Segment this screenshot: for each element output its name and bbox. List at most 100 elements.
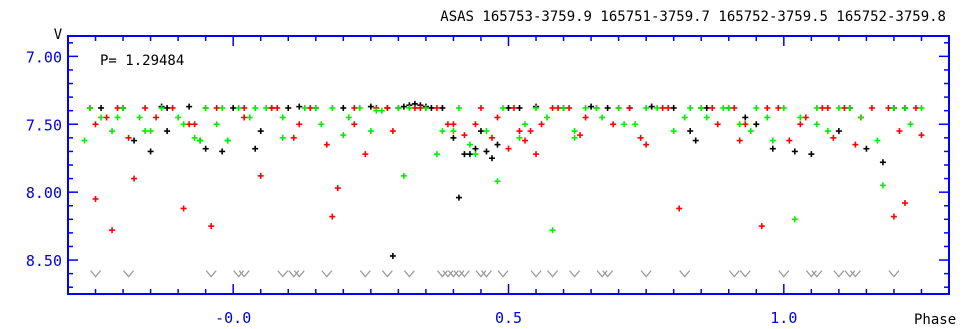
black-data-point [285,104,292,111]
red-data-point [549,104,556,111]
red-data-point [566,104,573,111]
green-data-point [147,128,154,135]
green-data-point [422,104,429,111]
red-data-point [411,104,418,111]
black-data-point [670,104,677,111]
upper-limit-point [833,270,845,278]
green-data-point [857,114,864,121]
red-data-point [329,213,336,220]
red-data-point [505,145,512,152]
black-data-point [703,104,710,111]
red-data-point [610,121,617,128]
green-data-point [725,104,732,111]
red-data-point [709,104,716,111]
red-data-point [153,114,160,121]
red-data-point [351,104,358,111]
green-data-point [890,104,897,111]
green-data-point [202,104,209,111]
x-axis-label: Phase [914,312,956,328]
red-data-point [918,132,925,139]
red-data-point [742,121,749,128]
upper-limit-point [90,270,102,278]
black-data-point [472,145,479,152]
green-data-point [318,121,325,128]
green-data-point [544,114,551,121]
upper-limit-point [277,270,289,278]
red-data-point [841,104,848,111]
red-data-point [533,151,540,158]
red-data-point [868,104,875,111]
green-data-point [494,178,501,185]
upper-limit-point [475,270,487,278]
red-data-point [912,104,919,111]
green-data-point [681,114,688,121]
red-data-point [824,104,831,111]
x-tick-label: 0.5 [495,309,522,327]
green-data-point [367,128,374,135]
green-data-point [235,104,242,111]
axis-ticks [67,36,950,294]
black-data-point [588,103,595,110]
x-tick-label: -0.0 [215,309,251,327]
green-data-point [114,114,121,121]
chart-title: ASAS 165753-3759.9 165751-3759.7 165752-… [440,9,946,25]
red-data-point [488,134,495,141]
red-data-point [241,104,248,111]
black-data-point [147,148,154,155]
upper-limit-point [811,270,823,278]
red-data-point [257,172,264,179]
green-data-point [142,128,149,135]
upper-limit-point [359,270,371,278]
green-data-point [81,137,88,144]
red-data-point [461,132,468,139]
y-tick-label: 7.50 [26,116,62,134]
green-data-point [175,114,182,121]
green-data-point [879,182,886,189]
red-data-point [538,121,545,128]
green-data-point [846,104,853,111]
green-data-point [252,104,259,111]
red-data-point [582,114,589,121]
green-data-point [874,137,881,144]
black-data-point [389,252,396,259]
upper-limit-point [442,270,454,278]
black-data-point [879,159,886,166]
red-data-point [626,104,633,111]
red-data-point [142,104,149,111]
y-axis-label: V [54,27,63,43]
green-data-point [191,134,198,141]
black-data-point [131,137,138,144]
period-annotation: P= 1.29484 [100,53,184,69]
green-data-point [593,104,600,111]
green-data-point [703,114,710,121]
green-data-point [455,104,462,111]
red-data-point [731,104,738,111]
upper-limit-point [458,270,470,278]
red-data-point [351,121,358,128]
red-data-point [307,104,314,111]
red-data-point [786,137,793,144]
black-data-point [400,103,407,110]
black-data-point [648,103,655,110]
red-data-point [714,121,721,128]
green-data-point [747,128,754,135]
red-data-point [764,104,771,111]
green-data-point [582,104,589,111]
red-data-point [511,104,518,111]
green-data-point [213,121,220,128]
green-data-point [769,137,776,144]
black-data-point [367,103,374,110]
green-data-point [599,114,606,121]
green-data-point [522,121,529,128]
red-data-point [362,151,369,158]
upper-limit-point [602,270,614,278]
upper-limit-point [844,270,856,278]
red-data-point [191,121,198,128]
black-data-point [164,104,171,111]
red-data-point [901,200,908,207]
green-data-point [835,104,842,111]
upper-limit-point [497,270,509,278]
red-data-point [131,175,138,182]
green-data-point [400,172,407,179]
black-data-point [164,128,171,135]
